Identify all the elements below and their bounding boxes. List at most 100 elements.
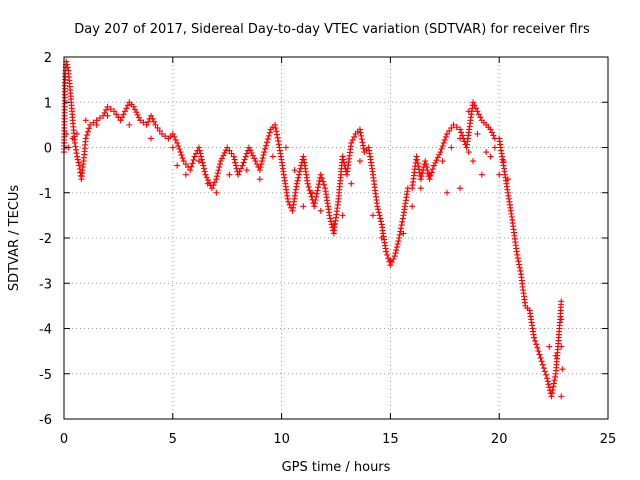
data-point-marker (459, 132, 466, 139)
data-point-marker (243, 167, 250, 174)
data-point-marker (266, 129, 273, 136)
data-point-marker (172, 136, 179, 143)
data-point-marker (228, 150, 235, 157)
data-point-marker (263, 139, 270, 146)
data-point-marker (516, 264, 523, 271)
y-tick-label: -1 (39, 187, 52, 202)
data-point-marker (148, 135, 155, 142)
data-point-marker (546, 384, 553, 391)
data-point-marker (175, 142, 182, 149)
data-point-marker (101, 109, 108, 116)
data-point-marker (318, 175, 325, 182)
data-point-marker (517, 267, 524, 274)
data-point-marker (257, 164, 264, 171)
data-point-marker (325, 209, 332, 216)
data-point-marker (260, 152, 267, 159)
data-point-marker (124, 102, 131, 109)
data-point-marker (514, 251, 521, 258)
data-point-marker (439, 158, 446, 165)
data-point-marker (312, 196, 319, 203)
data-point-marker (269, 124, 276, 131)
data-point-marker (546, 343, 553, 350)
data-point-marker (296, 168, 303, 175)
data-point-marker (280, 168, 287, 175)
data-point-marker (317, 171, 324, 178)
data-point-marker (189, 160, 196, 167)
data-point-marker (538, 358, 545, 365)
data-point-marker (392, 250, 399, 257)
data-point-marker (167, 133, 174, 140)
data-point-marker (294, 177, 301, 184)
data-point-marker (470, 158, 477, 165)
data-point-marker (382, 245, 389, 252)
data-point-marker (477, 114, 484, 121)
data-point-marker (480, 119, 487, 126)
data-point-marker (177, 149, 184, 156)
data-point-marker (242, 153, 249, 160)
data-point-marker (230, 153, 237, 160)
data-point-marker (120, 111, 127, 118)
data-point-marker (409, 203, 416, 210)
data-point-marker (74, 130, 81, 137)
data-point-marker (516, 261, 523, 268)
data-point-marker (375, 206, 382, 213)
data-point-marker (196, 147, 203, 154)
data-point-marker (274, 134, 281, 141)
data-point-marker (487, 153, 494, 160)
data-point-marker (300, 203, 307, 210)
data-point-marker (162, 133, 169, 140)
data-point-marker (140, 119, 147, 126)
data-point-marker (340, 156, 347, 163)
data-point-marker (443, 130, 450, 137)
data-point-marker (544, 378, 551, 385)
data-point-marker (391, 253, 398, 260)
data-point-marker (485, 124, 492, 131)
data-point-marker (263, 142, 270, 149)
data-point-marker (558, 393, 565, 400)
data-point-marker (251, 155, 258, 162)
data-point-marker (415, 163, 422, 170)
data-point-marker (256, 167, 263, 174)
data-point-marker (430, 162, 437, 169)
data-point-marker (315, 181, 322, 188)
data-point-marker (284, 195, 291, 202)
data-point-marker (216, 161, 223, 168)
data-point-marker (359, 139, 366, 146)
data-point-marker (311, 203, 318, 210)
data-point-marker (369, 168, 376, 175)
data-point-marker (559, 366, 566, 373)
data-point-marker (422, 161, 429, 168)
data-point-marker (86, 125, 93, 132)
data-point-marker (111, 108, 118, 115)
data-point-marker (198, 153, 205, 160)
data-point-marker (131, 106, 138, 113)
data-point-marker (174, 139, 181, 146)
data-point-marker (204, 180, 211, 187)
data-point-marker (150, 118, 157, 125)
data-point-marker (549, 390, 556, 397)
data-point-marker (135, 114, 142, 121)
data-point-marker (275, 141, 282, 148)
data-point-marker (148, 112, 155, 119)
y-tick-label: 2 (44, 51, 52, 66)
data-point-marker (437, 149, 444, 156)
data-point-marker (434, 154, 441, 161)
data-point-marker (73, 150, 80, 157)
data-point-marker (524, 305, 531, 312)
data-point-marker (314, 187, 321, 194)
data-point-marker (195, 144, 202, 151)
data-point-marker (195, 158, 202, 165)
data-point-marker (291, 167, 298, 174)
data-point-marker (552, 352, 559, 359)
data-point-marker (200, 165, 207, 172)
data-point-marker (550, 380, 557, 387)
data-point-marker (256, 176, 263, 183)
data-point-marker (377, 215, 384, 222)
data-point-marker (158, 130, 165, 137)
data-point-marker (264, 136, 271, 143)
data-point-marker (429, 165, 436, 172)
data-point-marker (87, 121, 94, 128)
data-point-marker (540, 365, 547, 372)
data-point-marker (515, 258, 522, 265)
data-point-marker (400, 230, 407, 237)
